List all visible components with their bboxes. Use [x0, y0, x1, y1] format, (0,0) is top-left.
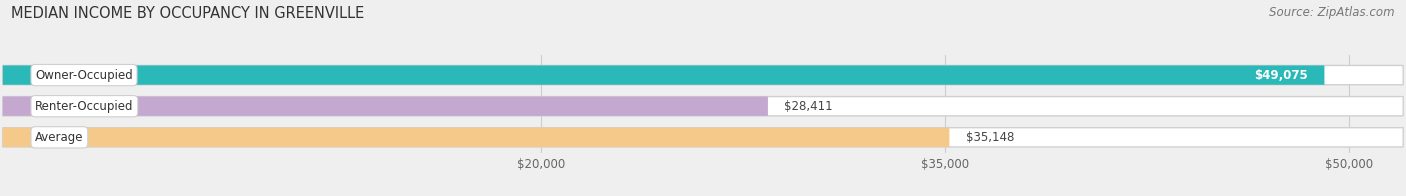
Text: $28,411: $28,411 [785, 100, 832, 113]
Text: Owner-Occupied: Owner-Occupied [35, 69, 134, 82]
FancyBboxPatch shape [3, 97, 1403, 116]
FancyBboxPatch shape [3, 65, 1324, 85]
Text: $49,075: $49,075 [1254, 69, 1308, 82]
Text: Renter-Occupied: Renter-Occupied [35, 100, 134, 113]
FancyBboxPatch shape [3, 97, 768, 116]
FancyBboxPatch shape [3, 128, 1403, 147]
Text: $35,148: $35,148 [966, 131, 1014, 144]
FancyBboxPatch shape [3, 128, 949, 147]
Text: MEDIAN INCOME BY OCCUPANCY IN GREENVILLE: MEDIAN INCOME BY OCCUPANCY IN GREENVILLE [11, 6, 364, 21]
FancyBboxPatch shape [3, 65, 1403, 85]
Text: Source: ZipAtlas.com: Source: ZipAtlas.com [1270, 6, 1395, 19]
Text: Average: Average [35, 131, 83, 144]
